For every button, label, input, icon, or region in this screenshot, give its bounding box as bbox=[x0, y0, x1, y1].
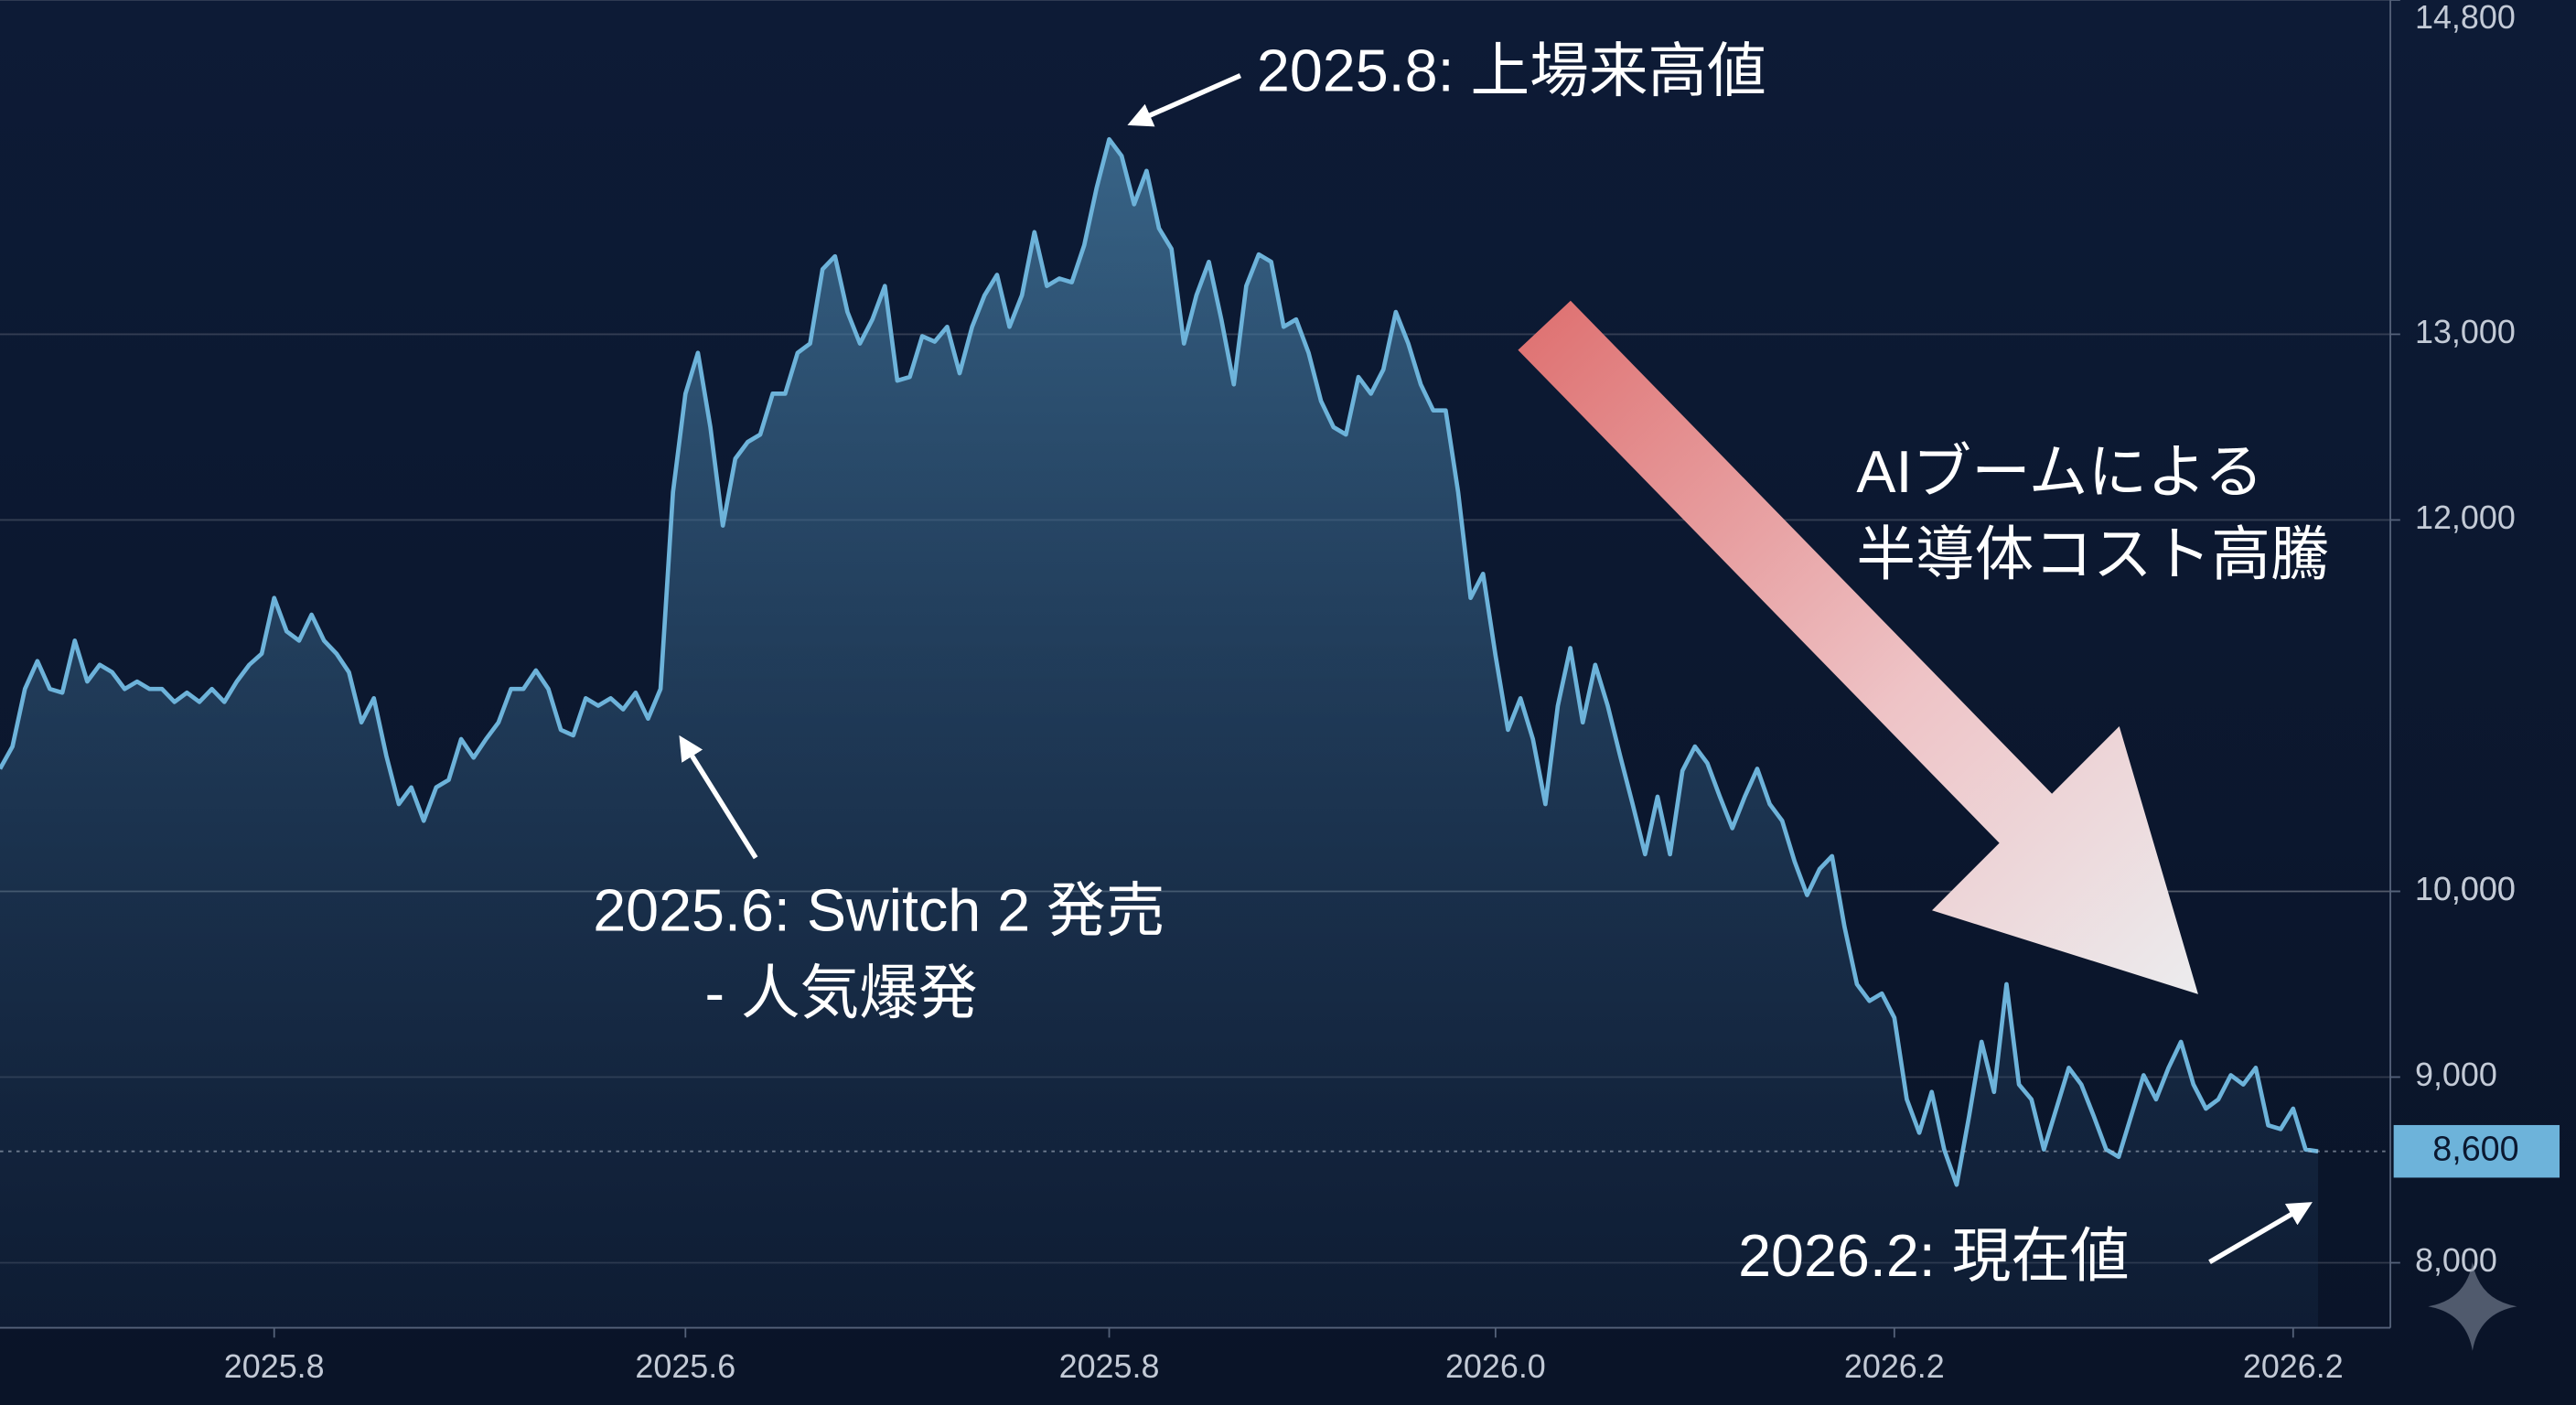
x-tick-label: 2025.6 bbox=[635, 1347, 735, 1385]
y-tick-label: 13,000 bbox=[2415, 313, 2516, 350]
annotation: AIブームによる bbox=[1856, 438, 2263, 505]
annotation-arrow bbox=[679, 735, 758, 860]
trend-arrow bbox=[1518, 300, 2198, 994]
annotation-arrow bbox=[2208, 1202, 2313, 1265]
y-tick-label: 9,000 bbox=[2415, 1056, 2497, 1093]
price-line bbox=[0, 136, 2319, 1187]
x-tick-label: 2026.0 bbox=[1445, 1347, 1546, 1385]
y-tick-label: 12,000 bbox=[2415, 499, 2516, 536]
current-price-label: 8,600 bbox=[2432, 1130, 2518, 1168]
y-tick-label: 10,000 bbox=[2415, 870, 2516, 907]
annotation: 2026.2: 現在値 bbox=[1738, 1222, 2130, 1289]
y-tick-label: 8,000 bbox=[2415, 1241, 2497, 1279]
y-tick-label: 10,000 bbox=[2415, 870, 2516, 907]
sparkle-icon bbox=[2428, 1261, 2517, 1351]
annotation: 2025.6: Switch 2 発売 bbox=[593, 877, 1165, 944]
x-tick-label: 2025.8 bbox=[224, 1347, 325, 1385]
x-tick-label: 2026.2 bbox=[2243, 1347, 2344, 1385]
x-tick-label: 2026.2 bbox=[1844, 1347, 1945, 1385]
annotation: 半導体コスト高騰 bbox=[1856, 520, 2329, 587]
x-tick-label: 2025.8 bbox=[1059, 1347, 1160, 1385]
area bbox=[0, 139, 2319, 1328]
annotation: 2025.8: 上場来高値 bbox=[1257, 38, 1766, 104]
annotation-arrow bbox=[1127, 73, 1242, 127]
annotation: - 人気爆発 bbox=[704, 960, 977, 1026]
plot: 8,600 bbox=[0, 136, 2560, 1328]
y-tick-label: 14,800 bbox=[2415, 0, 2516, 36]
current-price-tag bbox=[2393, 1124, 2560, 1178]
